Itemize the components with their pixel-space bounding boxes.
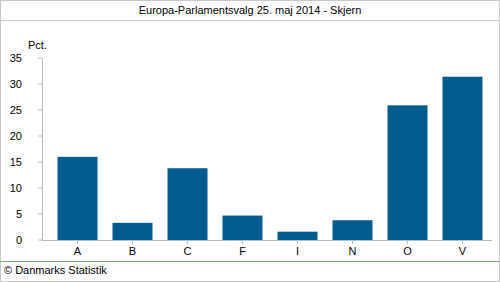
- x-tick: [297, 240, 298, 244]
- y-label: Pct.: [28, 39, 47, 51]
- x-tick: [242, 240, 243, 244]
- y-tick-label: 15: [10, 156, 22, 168]
- y-tick-label: 10: [10, 182, 22, 194]
- x-tick-label: F: [239, 245, 246, 257]
- x-tick-label: V: [459, 245, 467, 257]
- bars: [58, 77, 483, 240]
- y-tick: [38, 162, 42, 163]
- x-tick-label: I: [296, 245, 299, 257]
- y-tick-label: 5: [16, 208, 22, 220]
- x-tick: [407, 240, 408, 244]
- x-tick-label: N: [349, 245, 357, 257]
- y-tick-label: 20: [10, 130, 22, 142]
- bar: [58, 157, 98, 240]
- bar: [113, 223, 153, 240]
- y-tick: [38, 136, 42, 137]
- y-tick-label: 35: [10, 52, 22, 64]
- x-tick-label: O: [403, 245, 412, 257]
- y-tick: [38, 214, 42, 215]
- x-tick-label: A: [74, 245, 82, 257]
- frame: [1, 1, 500, 282]
- x-tick: [187, 240, 188, 244]
- x-tick-label: B: [129, 245, 136, 257]
- y-tick: [38, 240, 42, 241]
- bar: [443, 77, 483, 240]
- y-tick-label: 25: [10, 104, 22, 116]
- bar: [278, 232, 318, 240]
- x-tick: [462, 240, 463, 244]
- y-tick: [38, 110, 42, 111]
- bar: [333, 220, 373, 240]
- x-tick: [132, 240, 133, 244]
- x-tick: [77, 240, 78, 244]
- bar: [388, 105, 428, 240]
- bar: [168, 168, 208, 240]
- x-tick-label: C: [184, 245, 192, 257]
- y-tick: [38, 84, 42, 85]
- y-tick-label: 30: [10, 78, 22, 90]
- x-axis: [42, 240, 492, 241]
- chart: Europa-Parlamentsvalg 25. maj 2014 - Skj…: [0, 0, 500, 282]
- footer-rule: [0, 261, 500, 262]
- y-tick-label: 0: [16, 234, 22, 246]
- y-axis: [42, 58, 43, 240]
- bar: [223, 216, 263, 240]
- y-tick: [38, 188, 42, 189]
- title-rule: [0, 20, 500, 21]
- annotation: © Danmarks Statistik: [4, 264, 107, 276]
- y-tick: [38, 58, 42, 59]
- x-tick: [352, 240, 353, 244]
- title: Europa-Parlamentsvalg 25. maj 2014 - Skj…: [139, 4, 362, 16]
